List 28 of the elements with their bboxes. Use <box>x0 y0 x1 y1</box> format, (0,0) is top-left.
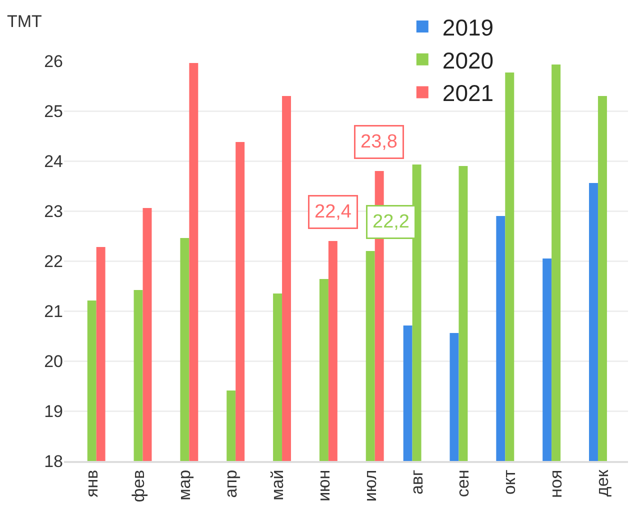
legend-label: 2019 <box>442 14 494 40</box>
x-tick-label: фев <box>128 470 148 502</box>
y-tick-label: 20 <box>44 352 63 371</box>
x-tick-label: сен <box>454 470 473 498</box>
y-tick-label: 23 <box>44 202 63 221</box>
x-tick-label: ноя <box>546 470 566 498</box>
y-tick-label: 21 <box>44 302 63 321</box>
x-tick-label: июн <box>314 470 334 502</box>
y-axis-title: ТМТ <box>7 12 42 31</box>
y-tick-label: 22 <box>44 252 63 271</box>
x-tick-label: май <box>268 470 288 500</box>
x-tick-label: мар <box>175 470 194 500</box>
data-label: 23,8 <box>360 132 398 152</box>
legend-label: 2020 <box>442 47 494 74</box>
y-tick-label: 24 <box>44 152 63 171</box>
x-tick-label: окт <box>500 470 520 495</box>
x-tick-label: янв <box>82 470 102 498</box>
data-label: 22,2 <box>372 212 410 232</box>
y-tick-label: 18 <box>44 452 63 471</box>
legend-label: 2021 <box>442 80 494 106</box>
x-tick-label: авг <box>407 470 426 494</box>
data-label: 22,4 <box>314 202 352 222</box>
x-tick-label: дек <box>592 469 612 497</box>
x-tick-label: июл <box>360 470 380 502</box>
y-tick-label: 19 <box>44 402 63 421</box>
x-tick-label: апр <box>222 470 241 498</box>
y-tick-label: 25 <box>44 102 63 121</box>
y-tick-label: 26 <box>44 52 63 71</box>
